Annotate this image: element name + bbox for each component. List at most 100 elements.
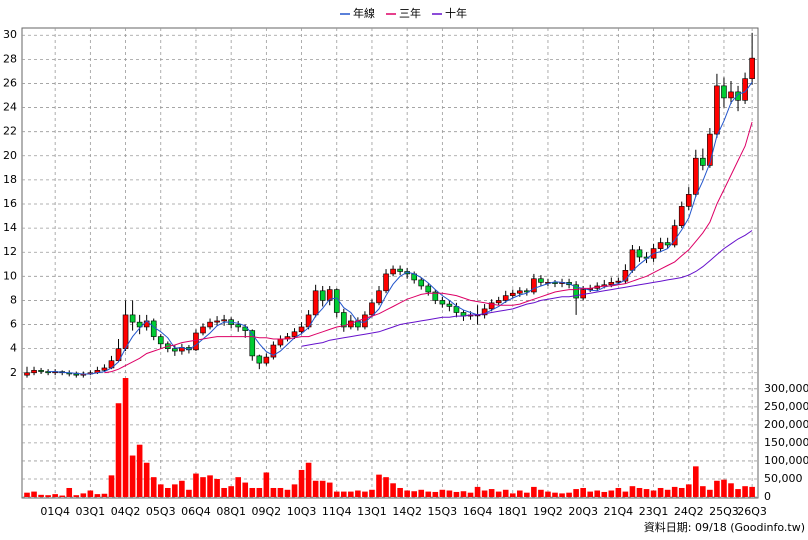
candle-body bbox=[495, 300, 502, 304]
volume-bar bbox=[728, 483, 734, 497]
legend-label: 十年 bbox=[445, 6, 467, 20]
volume-bar bbox=[678, 487, 685, 497]
candle-body bbox=[326, 289, 333, 301]
x-tick-label: 13Q1 bbox=[357, 505, 387, 518]
candle-body bbox=[573, 284, 579, 299]
volume-bar bbox=[207, 475, 213, 497]
volume-bar bbox=[439, 489, 446, 497]
y2-tick-label: 300,000 bbox=[764, 382, 808, 395]
y-tick-label: 10 bbox=[3, 269, 17, 282]
volume-bar bbox=[341, 491, 347, 497]
volume-bar bbox=[383, 477, 389, 497]
volume-bar bbox=[242, 482, 249, 497]
candle-body bbox=[129, 314, 136, 323]
y-tick-label: 2 bbox=[10, 366, 17, 379]
x-tick-label: 03Q1 bbox=[76, 505, 106, 518]
volume-bar bbox=[369, 489, 375, 497]
candle-body bbox=[38, 370, 44, 372]
candle-body bbox=[235, 324, 241, 328]
volume-bar bbox=[263, 472, 270, 497]
candle-body bbox=[721, 85, 727, 99]
x-tick-label: 26Q3 bbox=[737, 505, 767, 518]
volume-bar bbox=[517, 490, 523, 497]
volume-bar bbox=[94, 494, 101, 497]
candle-body bbox=[157, 336, 164, 345]
volume-bar bbox=[326, 482, 333, 497]
volume-bar bbox=[214, 478, 220, 497]
volume-bar bbox=[411, 491, 417, 497]
volume-bar bbox=[397, 487, 403, 497]
x-tick-label: 20Q3 bbox=[568, 505, 598, 518]
candle-body bbox=[101, 367, 108, 371]
candle-body bbox=[221, 319, 227, 322]
x-tick-label: 11Q4 bbox=[322, 505, 352, 518]
volume-bar bbox=[277, 487, 284, 497]
volume-bar bbox=[467, 492, 474, 497]
candle-body bbox=[31, 370, 37, 374]
volume-bar bbox=[664, 489, 671, 497]
volume-bar bbox=[235, 477, 241, 497]
candle-body bbox=[172, 348, 178, 352]
candle-body bbox=[376, 290, 382, 304]
volume-bar bbox=[256, 487, 263, 497]
volume-bar bbox=[157, 484, 164, 497]
x-tick-label: 14Q2 bbox=[392, 505, 422, 518]
plot-frame bbox=[21, 27, 759, 499]
y2-tick-label: 150,000 bbox=[764, 436, 808, 449]
y-tick-label: 8 bbox=[10, 293, 17, 306]
candle-body bbox=[369, 302, 375, 316]
volume-bar bbox=[291, 484, 298, 497]
y2-tick-label: 100,000 bbox=[764, 454, 808, 467]
x-tick-label: 15Q3 bbox=[428, 505, 458, 518]
volume-bar bbox=[545, 491, 551, 497]
volume-bar bbox=[38, 494, 44, 497]
volume-bar bbox=[714, 480, 720, 497]
volume-bar bbox=[495, 491, 502, 497]
footer-date: 資料日期: 09/18 bbox=[644, 520, 727, 534]
volume-bar bbox=[122, 378, 129, 497]
volume-bar bbox=[319, 480, 326, 497]
volume-bar bbox=[453, 491, 460, 497]
volume-bar bbox=[622, 491, 629, 497]
volume-bar bbox=[693, 466, 699, 497]
candle-body bbox=[636, 249, 643, 258]
candle-body bbox=[270, 344, 277, 358]
footer-source: (Goodinfo.tw) bbox=[730, 521, 805, 534]
volume-bar bbox=[601, 491, 608, 497]
candle-body bbox=[24, 372, 30, 376]
y2-tick-label: 0 bbox=[764, 490, 771, 503]
candle-body bbox=[263, 356, 270, 364]
candle-body bbox=[685, 194, 692, 207]
candle-body bbox=[383, 273, 389, 292]
volume-bar bbox=[362, 491, 368, 497]
x-tick-label: 05Q3 bbox=[146, 505, 176, 518]
volume-bar bbox=[425, 491, 432, 497]
candle-body bbox=[432, 291, 439, 301]
volume-bar bbox=[249, 487, 256, 497]
candle-body bbox=[749, 57, 755, 79]
legend-label: 三年 bbox=[399, 6, 421, 20]
legend-label: 年線 bbox=[353, 6, 375, 20]
candle-body bbox=[425, 285, 432, 293]
x-tick-label: 09Q2 bbox=[252, 505, 282, 518]
candle-body bbox=[608, 282, 615, 286]
x-tick-label: 18Q1 bbox=[498, 505, 528, 518]
volume-bar bbox=[502, 489, 509, 497]
volume-bar bbox=[749, 486, 755, 497]
candle-body bbox=[277, 338, 284, 346]
candle-body bbox=[707, 133, 713, 166]
volume-bar bbox=[333, 491, 340, 497]
volume-bar bbox=[509, 493, 516, 497]
candle-body bbox=[207, 321, 213, 328]
volume-bar bbox=[24, 492, 30, 497]
candle-body bbox=[319, 290, 326, 301]
volume-bar bbox=[552, 492, 558, 497]
x-tick-label: 23Q1 bbox=[639, 505, 669, 518]
y-tick-label: 18 bbox=[3, 173, 17, 186]
volume-bar bbox=[488, 489, 495, 497]
volume-bar bbox=[228, 486, 234, 497]
y2-tick-label: 50,000 bbox=[764, 472, 803, 485]
y-tick-label: 30 bbox=[3, 28, 17, 41]
candle-body bbox=[256, 355, 263, 364]
x-tick-label: 16Q4 bbox=[463, 505, 493, 518]
